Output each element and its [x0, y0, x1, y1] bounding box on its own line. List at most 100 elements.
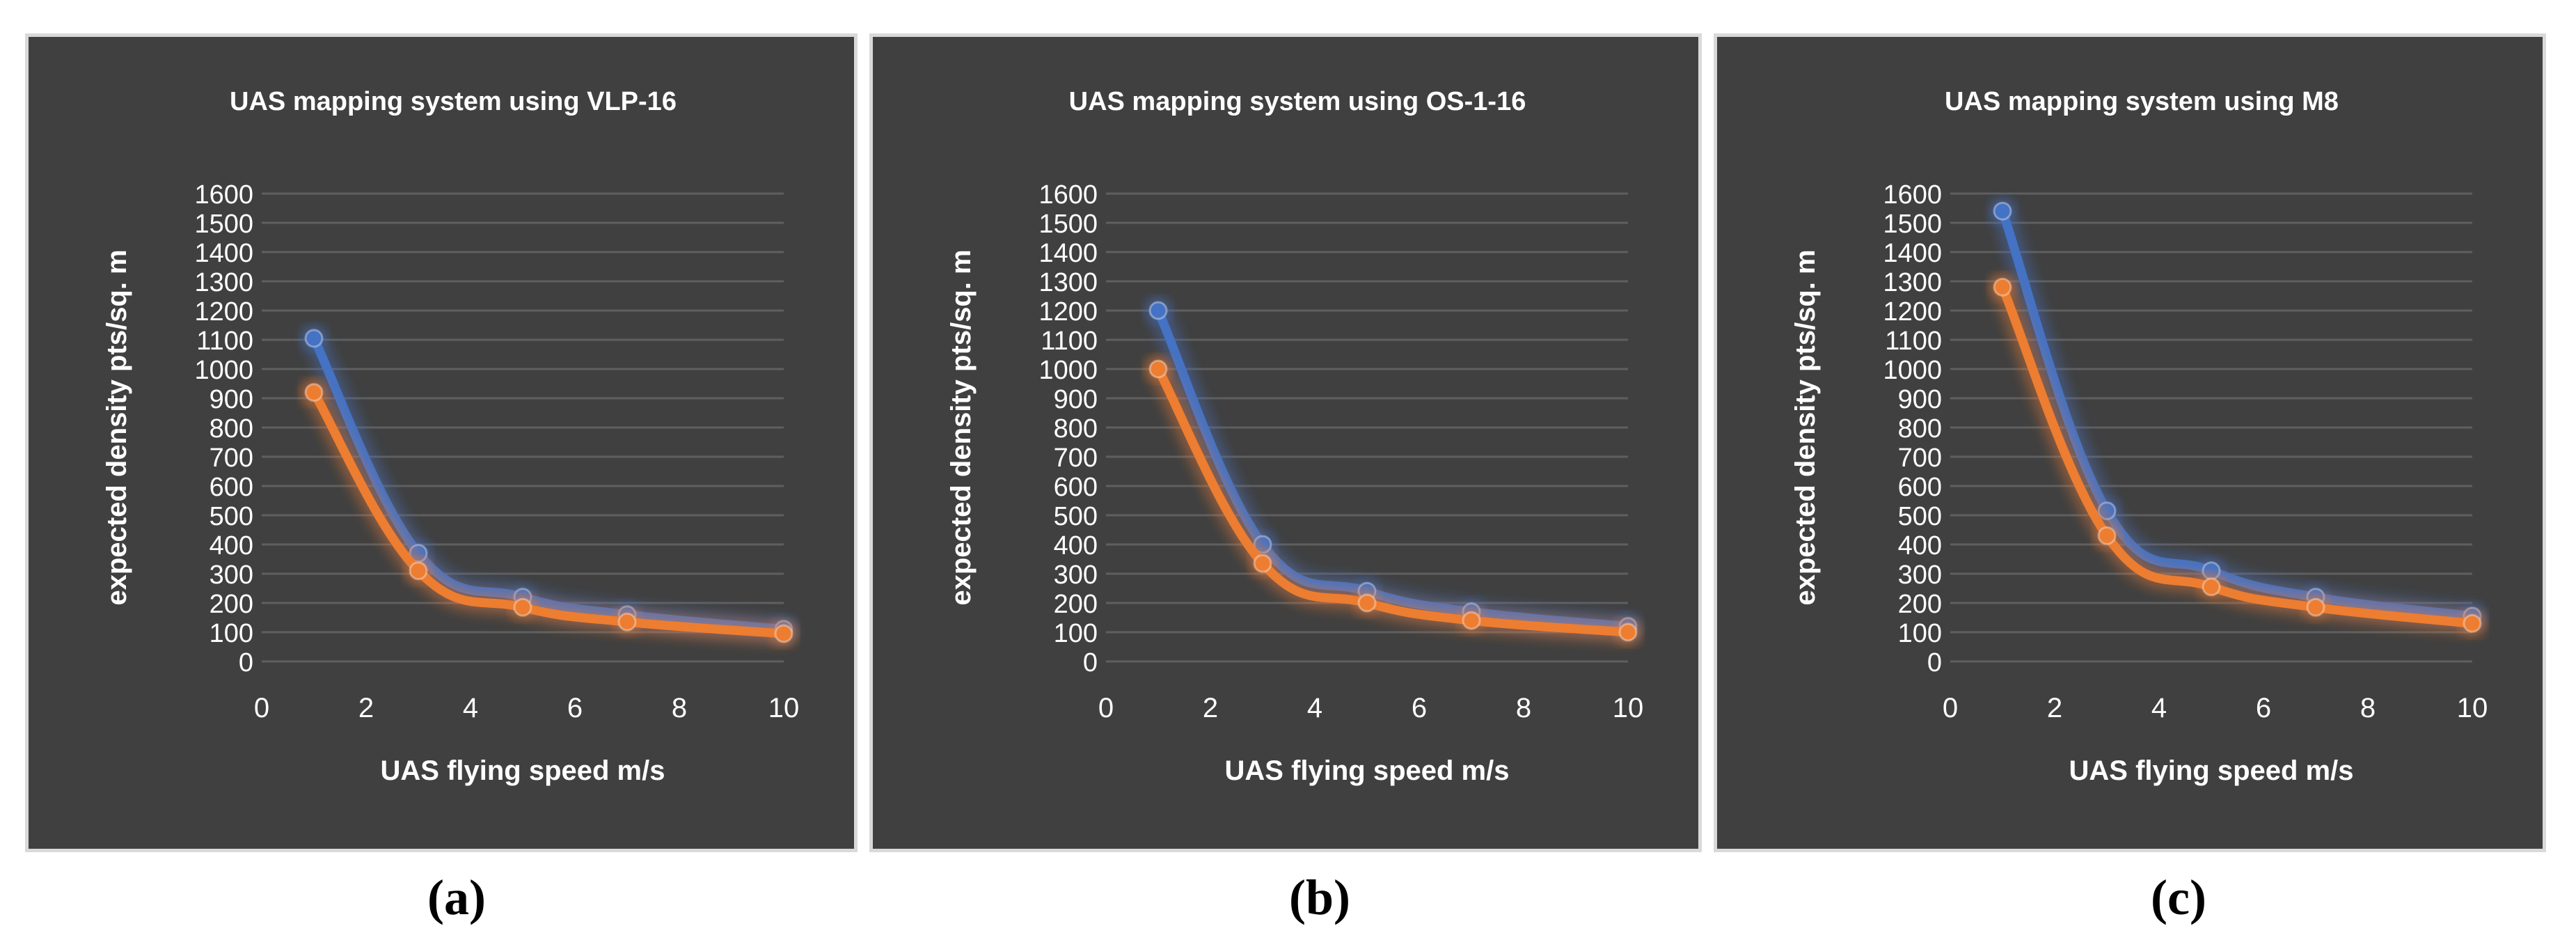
chart-a-svg: UAS mapping system using VLP-16010020030…	[102, 87, 800, 786]
y-tick-label: 1200	[194, 297, 253, 327]
y-tick-label: 200	[1054, 590, 1098, 619]
y-tick-label: 1200	[1038, 297, 1098, 327]
chart-b-svg: UAS mapping system using OS-1-1601002003…	[946, 87, 1644, 786]
y-tick-label: 100	[1898, 619, 1942, 648]
y-tick-label: 700	[210, 444, 253, 473]
y-tick-label: 1400	[1038, 239, 1098, 268]
x-axis-label: UAS flying speed m/s	[2069, 755, 2354, 786]
chart-title: UAS mapping system using VLP-16	[230, 87, 677, 116]
x-tick-label: 0	[254, 693, 269, 723]
x-tick-label: 10	[768, 693, 800, 723]
data-point	[2202, 577, 2221, 597]
y-tick-label: 800	[210, 414, 253, 444]
y-tick-label: 1600	[1038, 180, 1098, 210]
x-tick-label: 4	[1307, 693, 1322, 723]
x-tick-label: 0	[1098, 693, 1114, 723]
y-axis-label: expected density pts/sq. m	[946, 249, 977, 605]
x-tick-label: 6	[2256, 693, 2271, 723]
y-tick-label: 1100	[1885, 327, 1942, 356]
series-glow	[1992, 201, 2483, 627]
y-tick-label: 800	[1054, 414, 1098, 444]
data-point	[304, 329, 324, 348]
series-glow	[303, 327, 794, 640]
y-axis-label: expected density pts/sq. m	[102, 249, 132, 605]
x-tick-label: 6	[1412, 693, 1427, 723]
caption-b: (b)	[1289, 870, 1350, 925]
x-tick-label: 2	[1203, 693, 1218, 723]
y-tick-label: 100	[210, 619, 253, 648]
data-point	[1357, 593, 1377, 613]
y-tick-label: 700	[1898, 444, 1942, 473]
y-tick-label: 1100	[1041, 327, 1098, 356]
y-tick-label: 200	[210, 590, 253, 619]
x-tick-label: 10	[1613, 693, 1644, 723]
y-tick-label: 1100	[196, 327, 253, 356]
chart-panel-b: UAS mapping system using OS-1-16 0 100 200 3…	[869, 33, 1702, 852]
y-tick-label: 1300	[1038, 268, 1098, 297]
caption-a: (a)	[427, 870, 486, 925]
y-tick-label: 400	[1054, 531, 1098, 560]
chart-title: UAS mapping system using OS-1-16	[1069, 87, 1526, 116]
y-tick-label: 600	[210, 473, 253, 502]
y-tick-label: 500	[1898, 502, 1942, 531]
y-tick-label: 900	[1054, 385, 1098, 414]
y-tick-label: 1500	[1038, 210, 1098, 239]
y-tick-label: 1600	[1883, 180, 1942, 210]
data-point	[774, 624, 793, 643]
y-tick-label: 1000	[1883, 356, 1942, 385]
series-glow	[1148, 300, 1638, 637]
x-tick-label: 10	[2457, 693, 2488, 723]
y-tick-label: 200	[1898, 590, 1942, 619]
x-tick-label: 2	[2047, 693, 2062, 723]
data-point	[513, 597, 532, 617]
data-point	[304, 383, 324, 402]
y-tick-label: 1500	[194, 210, 253, 239]
y-tick-label: 0	[1083, 648, 1098, 677]
y-tick-label: 1600	[194, 180, 253, 210]
x-tick-label: 6	[567, 693, 583, 723]
y-tick-label: 600	[1054, 473, 1098, 502]
data-point	[409, 561, 428, 581]
x-tick-label: 8	[2360, 693, 2376, 723]
y-tick-label: 300	[1054, 560, 1098, 590]
chart-panel-a: UAS mapping system using VLP-16 0 100 200 30…	[25, 33, 858, 852]
data-point	[1253, 554, 1272, 573]
data-point	[2097, 526, 2117, 545]
y-tick-label: 800	[1898, 414, 1942, 444]
x-tick-label: 4	[463, 693, 478, 723]
x-tick-label: 4	[2151, 693, 2167, 723]
y-tick-label: 1300	[194, 268, 253, 297]
y-tick-label: 400	[210, 531, 253, 560]
data-point	[1993, 277, 2012, 297]
y-axis-label: expected density pts/sq. m	[1790, 249, 1821, 605]
chart-title: UAS mapping system using M8	[1945, 87, 2339, 116]
y-tick-label: 1400	[194, 239, 253, 268]
chart-panel-c: UAS mapping system using M8 0 100 200 300 400…	[1714, 33, 2546, 852]
data-point	[1618, 622, 1638, 642]
x-axis-label: UAS flying speed m/s	[381, 755, 665, 786]
data-point	[2463, 613, 2482, 633]
y-tick-label: 900	[210, 385, 253, 414]
y-tick-label: 600	[1898, 473, 1942, 502]
data-point	[1148, 359, 1168, 379]
y-tick-label: 300	[210, 560, 253, 590]
data-point	[1148, 301, 1168, 320]
y-tick-label: 1500	[1883, 210, 1942, 239]
y-tick-label: 500	[210, 502, 253, 531]
x-tick-label: 0	[1943, 693, 1958, 723]
chart-c-svg: UAS mapping system using M80100200300400…	[1790, 87, 2488, 786]
y-tick-label: 300	[1898, 560, 1942, 590]
y-tick-label: 1200	[1883, 297, 1942, 327]
data-point	[1993, 201, 2012, 221]
y-tick-label: 500	[1054, 502, 1098, 531]
x-tick-label: 2	[358, 693, 374, 723]
y-tick-label: 100	[1054, 619, 1098, 648]
y-tick-label: 1400	[1883, 239, 1942, 268]
y-tick-label: 700	[1054, 444, 1098, 473]
y-tick-label: 0	[1927, 648, 1942, 677]
data-point	[1462, 611, 1481, 630]
x-axis-label: UAS flying speed m/s	[1225, 755, 1510, 786]
x-tick-label: 8	[672, 693, 687, 723]
x-tick-label: 8	[1516, 693, 1531, 723]
y-tick-label: 0	[239, 648, 253, 677]
